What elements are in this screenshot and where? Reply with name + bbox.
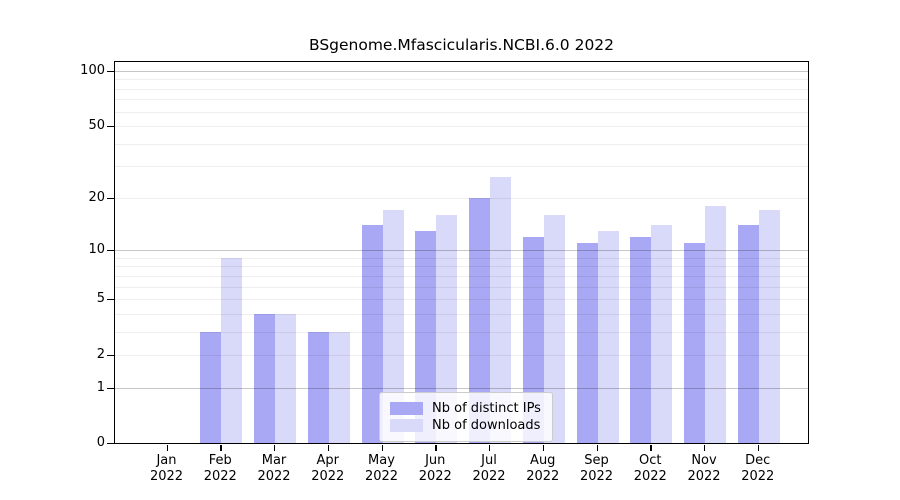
x-tick-year: 2022 <box>741 468 775 484</box>
y-tick-2 <box>107 355 114 357</box>
x-tick-month: Sep <box>584 453 609 468</box>
y-tick-10 <box>107 250 114 252</box>
x-tick-label-sep: Sep 2022 <box>565 453 629 484</box>
x-tick-label-nov: Nov 2022 <box>672 453 736 484</box>
x-tick-month: Jan <box>156 453 177 468</box>
x-tick-label-jun: Jun 2022 <box>403 453 467 484</box>
bar-downloads-sep <box>597 230 619 443</box>
bar-distinct-ips-dec <box>737 225 759 443</box>
bar-downloads-oct <box>651 225 673 443</box>
bar-distinct-ips-may <box>361 225 383 443</box>
x-tick-label-mar: Mar 2022 <box>242 453 306 484</box>
x-tick-year: 2022 <box>472 468 506 484</box>
bar-distinct-ips-apr <box>307 331 329 443</box>
x-tick-aug <box>542 445 545 451</box>
chart-title: BSgenome.Mfascicularis.NCBI.6.0 2022 <box>308 36 615 54</box>
x-tick-sep <box>596 445 598 451</box>
bar-distinct-ips-aug <box>522 236 544 443</box>
x-tick-label-dec: Dec 2022 <box>726 453 790 484</box>
bar-downloads-may <box>382 210 404 443</box>
x-tick-label-apr: Apr 2022 <box>296 453 360 484</box>
legend-label-downloads: Nb of downloads <box>432 418 541 433</box>
y-tick-label-1: 1 <box>96 379 105 395</box>
legend: Nb of distinct IPs Nb of downloads <box>379 392 553 442</box>
x-tick-apr <box>327 445 330 451</box>
bar-downloads-feb <box>221 257 243 443</box>
legend-swatch-distinct-ips <box>390 402 423 415</box>
y-tick-label-100: 100 <box>80 62 105 78</box>
bar-distinct-ips-sep <box>576 243 598 443</box>
x-tick-year: 2022 <box>526 468 560 484</box>
x-tick-mar <box>274 445 276 451</box>
legend-label-distinct-ips: Nb of distinct IPs <box>432 401 541 416</box>
x-tick-label-may: May 2022 <box>350 453 414 484</box>
x-tick-year: 2022 <box>687 468 721 484</box>
x-tick-year: 2022 <box>203 468 237 484</box>
x-tick-year: 2022 <box>257 468 291 484</box>
x-tick-year: 2022 <box>418 468 452 484</box>
bar-downloads-mar <box>275 313 296 443</box>
bar-downloads-jun <box>436 214 458 443</box>
x-tick-year: 2022 <box>579 468 614 484</box>
y-tick-50 <box>107 126 114 128</box>
x-tick-label-jan: Jan 2022 <box>135 453 199 484</box>
bar-distinct-ips-jun <box>415 230 437 443</box>
x-tick-month: Apr <box>316 453 340 468</box>
bar-downloads-dec <box>758 210 780 443</box>
x-tick-dec <box>757 445 760 451</box>
bar-layer <box>115 62 808 443</box>
x-tick-label-feb: Feb 2022 <box>188 453 252 484</box>
legend-item: Nb of downloads <box>390 418 541 433</box>
x-tick-year: 2022 <box>633 468 667 484</box>
x-tick-label-jul: Jul 2022 <box>457 453 521 484</box>
plot-area: Nb of distinct IPs Nb of downloads <box>114 61 809 444</box>
x-tick-month: Feb <box>208 453 232 468</box>
x-tick-month: Jun <box>425 453 446 468</box>
x-tick-nov <box>704 445 706 451</box>
y-tick-label-2: 2 <box>96 347 105 363</box>
y-tick-label-10: 10 <box>88 242 105 258</box>
x-tick-month: Mar <box>261 453 287 468</box>
y-tick-20 <box>107 197 114 200</box>
x-tick-feb <box>220 445 222 451</box>
x-tick-oct <box>650 445 652 451</box>
x-tick-month: May <box>368 453 395 468</box>
x-tick-month: Dec <box>745 453 771 468</box>
bar-distinct-ips-feb <box>200 331 222 443</box>
y-tick-5 <box>107 299 114 301</box>
y-tick-label-20: 20 <box>88 189 105 205</box>
bar-distinct-ips-oct <box>630 236 652 443</box>
legend-item: Nb of distinct IPs <box>390 401 541 416</box>
y-tick-label-5: 5 <box>96 291 105 307</box>
y-tick-100 <box>107 70 114 73</box>
y-tick-0 <box>107 443 114 445</box>
x-tick-label-aug: Aug 2022 <box>511 453 575 484</box>
x-tick-jan <box>166 445 168 451</box>
bar-distinct-ips-jul <box>469 197 490 443</box>
bar-downloads-jul <box>490 177 511 443</box>
x-tick-month: Aug <box>530 453 556 468</box>
bar-downloads-aug <box>543 214 565 443</box>
x-tick-year: 2022 <box>364 468 399 484</box>
y-tick-1 <box>107 387 114 390</box>
legend-swatch-downloads <box>390 419 423 432</box>
bar-distinct-ips-nov <box>684 243 705 443</box>
bar-downloads-nov <box>705 205 726 443</box>
x-tick-label-oct: Oct 2022 <box>618 453 682 484</box>
x-tick-jun <box>435 445 437 451</box>
x-tick-month: Jul <box>481 453 497 468</box>
y-tick-label-50: 50 <box>88 118 105 134</box>
x-tick-month: Nov <box>691 453 717 468</box>
bar-distinct-ips-mar <box>254 313 275 443</box>
x-tick-year: 2022 <box>149 468 184 484</box>
y-tick-label-0: 0 <box>96 435 105 450</box>
bar-downloads-apr <box>328 331 350 443</box>
x-tick-may <box>381 445 383 451</box>
x-tick-year: 2022 <box>311 468 345 484</box>
x-tick-jul <box>489 445 491 451</box>
x-tick-month: Oct <box>639 453 662 468</box>
